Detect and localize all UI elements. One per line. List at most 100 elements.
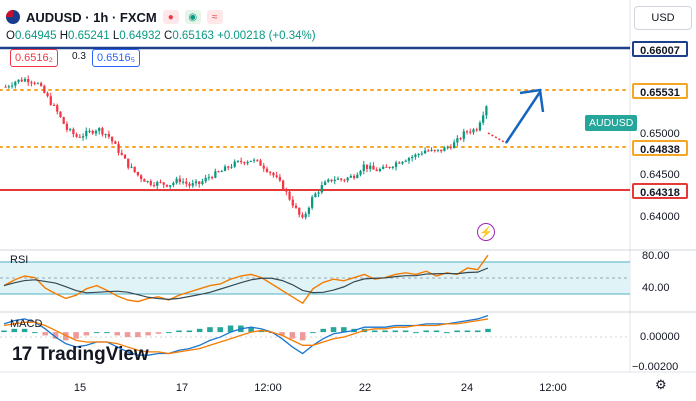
time-axis-label: 24 — [460, 382, 474, 394]
candle-body — [475, 129, 478, 131]
high-value: 0.65241 — [68, 30, 110, 42]
macd-label[interactable]: MACD — [10, 318, 43, 330]
macd-histogram-bar — [248, 327, 254, 333]
candle-body — [146, 181, 149, 183]
candle-body — [465, 131, 469, 133]
current-symbol-tag: AUDUSD — [585, 115, 638, 131]
currency-selector[interactable]: USD — [634, 6, 692, 30]
candle-body — [411, 156, 414, 159]
support-dotted-price-tag: 0.64838 — [632, 140, 688, 156]
low-label: L — [112, 30, 120, 42]
candle-body — [7, 86, 10, 88]
macd-histogram-bar — [310, 332, 316, 334]
macd-histogram-bar — [32, 332, 38, 334]
macd-histogram-bar — [207, 327, 213, 333]
change-value: +0.00218 (+0.34%) — [217, 30, 316, 42]
candle-body — [407, 158, 411, 161]
eye-icon[interactable]: ◉ — [184, 10, 201, 24]
macd-histogram-bar — [93, 332, 100, 334]
candle-body — [120, 152, 123, 155]
time-axis-label: 17 — [175, 382, 189, 394]
macd-histogram-bar — [63, 332, 69, 341]
support-price-tag: 0.64318 — [632, 183, 688, 199]
candle-body — [281, 180, 285, 190]
candle-body — [107, 133, 110, 137]
candle-body — [201, 181, 204, 184]
candle-body — [204, 177, 207, 182]
candle-body — [210, 177, 214, 179]
symbol-title[interactable]: AUDUSD · 1h · FXCM — [26, 9, 157, 25]
candle-body — [349, 175, 352, 178]
candle-body — [394, 162, 398, 167]
rsi-tick: 40.00 — [642, 282, 670, 294]
candle-body — [140, 175, 143, 180]
macd-histogram-bar — [454, 330, 460, 333]
candle-body — [485, 106, 488, 116]
candle-body — [169, 185, 172, 187]
candle-body — [14, 81, 17, 86]
candle-body — [340, 178, 343, 180]
projection-arrowhead — [519, 88, 545, 113]
lightning-icon[interactable]: ⚡ — [477, 223, 495, 241]
open-value: 0.64945 — [14, 30, 57, 42]
candle-body — [152, 184, 156, 186]
candle-body — [240, 160, 243, 163]
symbol-header[interactable]: AUDUSD · 1h · FXCM ● ◉ ≈ — [6, 8, 223, 26]
candle-body — [343, 179, 346, 181]
macd-histogram-bar — [423, 330, 429, 333]
candle-body — [391, 166, 394, 168]
macd-tick: −0.00200 — [632, 361, 679, 373]
candle-body — [378, 168, 382, 172]
candle-body — [330, 179, 333, 182]
rsi-line — [3, 254, 489, 305]
candle-body — [311, 197, 314, 208]
rsi-label[interactable]: RSI — [10, 254, 29, 266]
candle-body — [362, 164, 365, 171]
candle-body — [414, 154, 417, 157]
buy-button[interactable]: 0.6516₅ — [92, 49, 141, 67]
macd-histogram-bar — [186, 330, 193, 333]
macd-histogram-bar — [73, 332, 79, 339]
high-label: H — [59, 30, 69, 42]
macd-histogram-bar — [165, 332, 172, 334]
market-closed-icon[interactable]: ● — [162, 10, 179, 24]
macd-histogram-bar — [341, 327, 347, 333]
settings-gear-icon[interactable]: ⚙ — [655, 377, 667, 392]
macd-histogram-bar — [485, 328, 491, 333]
macd-histogram-bar — [135, 332, 141, 338]
price-axis-label: 0.64500 — [640, 169, 680, 181]
macd-histogram-bar — [145, 332, 151, 336]
candle-body — [398, 162, 401, 164]
candle-body — [69, 129, 72, 131]
candle-body — [304, 213, 307, 218]
macd-histogram-bar — [382, 330, 388, 333]
candle-body — [256, 159, 259, 161]
candle-body — [440, 149, 443, 152]
candle-body — [4, 86, 7, 88]
candle-body — [30, 82, 33, 84]
low-value: 0.64932 — [119, 30, 161, 42]
macd-histogram-bar — [1, 330, 7, 333]
macd-histogram-bar — [155, 332, 162, 334]
australia-flag-icon — [6, 10, 20, 24]
macd-histogram-bar — [258, 330, 265, 333]
candle-body — [320, 185, 323, 193]
sell-button[interactable]: 0.6516₂ — [10, 49, 58, 67]
candle-body — [233, 161, 236, 167]
wave-icon[interactable]: ≈ — [206, 10, 223, 24]
candle-body — [288, 191, 291, 200]
candle-body — [436, 149, 440, 151]
candle-body — [49, 96, 52, 105]
candle-body — [162, 182, 165, 185]
candle-body — [472, 129, 475, 133]
candle-body — [185, 181, 188, 184]
candle-body — [91, 130, 94, 134]
candle-body — [207, 177, 211, 179]
projection-dotted — [487, 132, 507, 144]
candle-body — [181, 181, 185, 183]
candle-body — [388, 166, 391, 168]
rsi-tick: 80.00 — [642, 250, 670, 262]
candle-body — [356, 174, 359, 179]
